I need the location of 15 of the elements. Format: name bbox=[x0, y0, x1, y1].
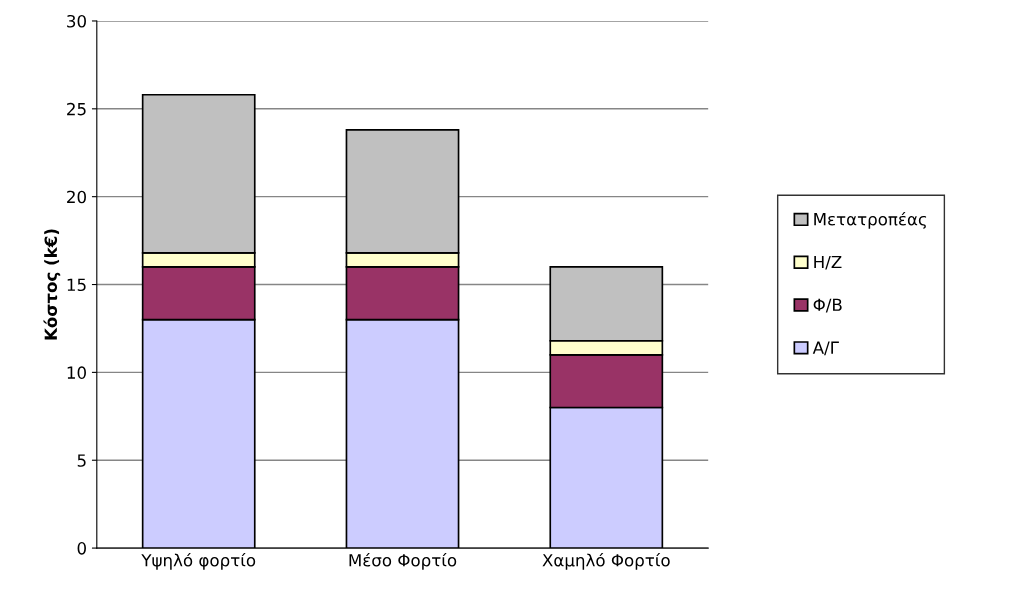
x-tick-label: Χαμηλό Φορτίο bbox=[542, 552, 670, 570]
y-tick-label: 30 bbox=[67, 14, 86, 28]
y-tick-label: 0 bbox=[77, 542, 86, 555]
legend-label: Μετατροπέας bbox=[814, 211, 927, 229]
x-tick-label: Μέσο Φορτίο bbox=[349, 552, 457, 570]
y-axis-title: Κόστος (k€) bbox=[43, 229, 61, 340]
legend-label: Η/Ζ bbox=[814, 255, 842, 270]
x-tick-label: Υψηλό φορτίο bbox=[141, 552, 256, 570]
legend-label: Α/Γ bbox=[812, 341, 839, 356]
y-tick-label: 10 bbox=[67, 366, 86, 379]
y-tick-label: 5 bbox=[77, 454, 86, 467]
y-tick-label: 15 bbox=[67, 278, 86, 292]
legend-label: Φ/Β bbox=[813, 298, 842, 313]
y-tick-label: 25 bbox=[67, 102, 86, 116]
y-tick-label: 20 bbox=[67, 190, 86, 204]
